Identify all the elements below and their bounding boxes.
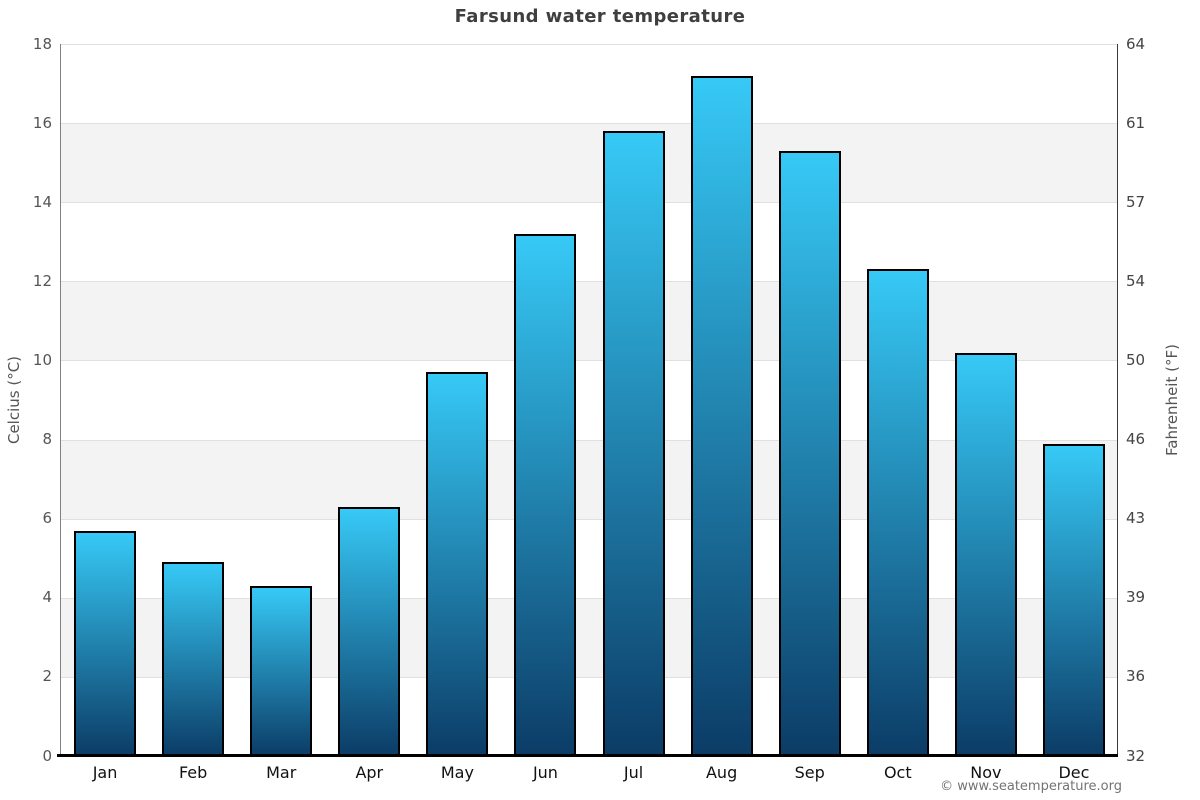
bar-jul	[602, 131, 665, 756]
plot-area	[61, 44, 1118, 756]
gridline	[61, 202, 1118, 203]
plot-band	[61, 202, 1118, 282]
gridline	[61, 440, 1118, 441]
plot-band	[61, 597, 1118, 677]
celsius-tick-label: 12	[32, 271, 52, 290]
plot-band	[61, 439, 1118, 519]
celsius-tick-label: 14	[32, 192, 52, 211]
celsius-tick-label: 4	[42, 588, 52, 607]
fahrenheit-tick-label: 39	[1126, 588, 1146, 607]
gridline	[61, 44, 1118, 45]
plot-band	[61, 44, 1118, 124]
right-axis-line	[1117, 44, 1118, 757]
fahrenheit-tick-label: 46	[1126, 430, 1146, 449]
fahrenheit-tick-label: 61	[1126, 113, 1146, 132]
celsius-tick-label: 10	[32, 350, 52, 369]
month-label-nov: Nov	[970, 763, 1002, 782]
bar-aug	[690, 75, 753, 756]
celsius-tick-label: 0	[42, 746, 52, 765]
month-label-jun: Jun	[532, 763, 558, 782]
plot-band	[61, 518, 1118, 598]
gridline	[61, 677, 1118, 678]
plot-band	[61, 676, 1118, 756]
bar-sep	[778, 150, 841, 756]
month-label-sep: Sep	[794, 763, 825, 782]
gridline	[61, 360, 1118, 361]
gridline	[61, 281, 1118, 282]
month-label-aug: Aug	[705, 763, 738, 782]
celsius-tick-label: 6	[42, 509, 52, 528]
chart-title: Farsund water temperature	[454, 6, 746, 27]
fahrenheit-tick-label: 54	[1126, 271, 1146, 290]
fahrenheit-tick-label: 57	[1126, 192, 1146, 211]
fahrenheit-tick-label: 36	[1126, 667, 1146, 686]
bar-dec	[1042, 443, 1105, 756]
celsius-tick-label: 18	[32, 34, 52, 53]
bar-apr	[338, 506, 401, 756]
celsius-axis-title: Celcius (°C)	[5, 355, 23, 445]
fahrenheit-tick-label: 50	[1126, 350, 1146, 369]
bottom-axis-line	[57, 754, 1118, 757]
plot-band	[61, 281, 1118, 361]
plot-band	[61, 360, 1118, 440]
fahrenheit-tick-label: 43	[1126, 509, 1146, 528]
month-label-jan: Jan	[92, 763, 118, 782]
copyright-text: © www.seatemperature.org	[940, 779, 1122, 794]
celsius-tick-label: 8	[42, 430, 52, 449]
bar-mar	[250, 585, 313, 756]
gridline	[61, 598, 1118, 599]
month-label-oct: Oct	[883, 763, 912, 782]
month-label-feb: Feb	[178, 763, 208, 782]
month-label-apr: Apr	[355, 763, 384, 782]
bar-oct	[866, 269, 929, 756]
celsius-tick-label: 16	[32, 113, 52, 132]
gridline	[61, 519, 1118, 520]
celsius-tick-label: 2	[42, 667, 52, 686]
plot-band	[61, 123, 1118, 203]
month-label-jul: Jul	[623, 763, 644, 782]
bar-jun	[514, 233, 577, 756]
month-label-mar: Mar	[266, 763, 297, 782]
fahrenheit-tick-label: 32	[1126, 746, 1146, 765]
fahrenheit-tick-label: 64	[1126, 34, 1146, 53]
bar-feb	[162, 562, 225, 756]
gridline	[61, 123, 1118, 124]
bar-nov	[954, 352, 1017, 756]
bar-jan	[74, 530, 137, 756]
bar-may	[426, 372, 489, 756]
month-label-dec: Dec	[1058, 763, 1090, 782]
left-axis-line	[60, 44, 61, 757]
month-label-may: May	[440, 763, 474, 782]
